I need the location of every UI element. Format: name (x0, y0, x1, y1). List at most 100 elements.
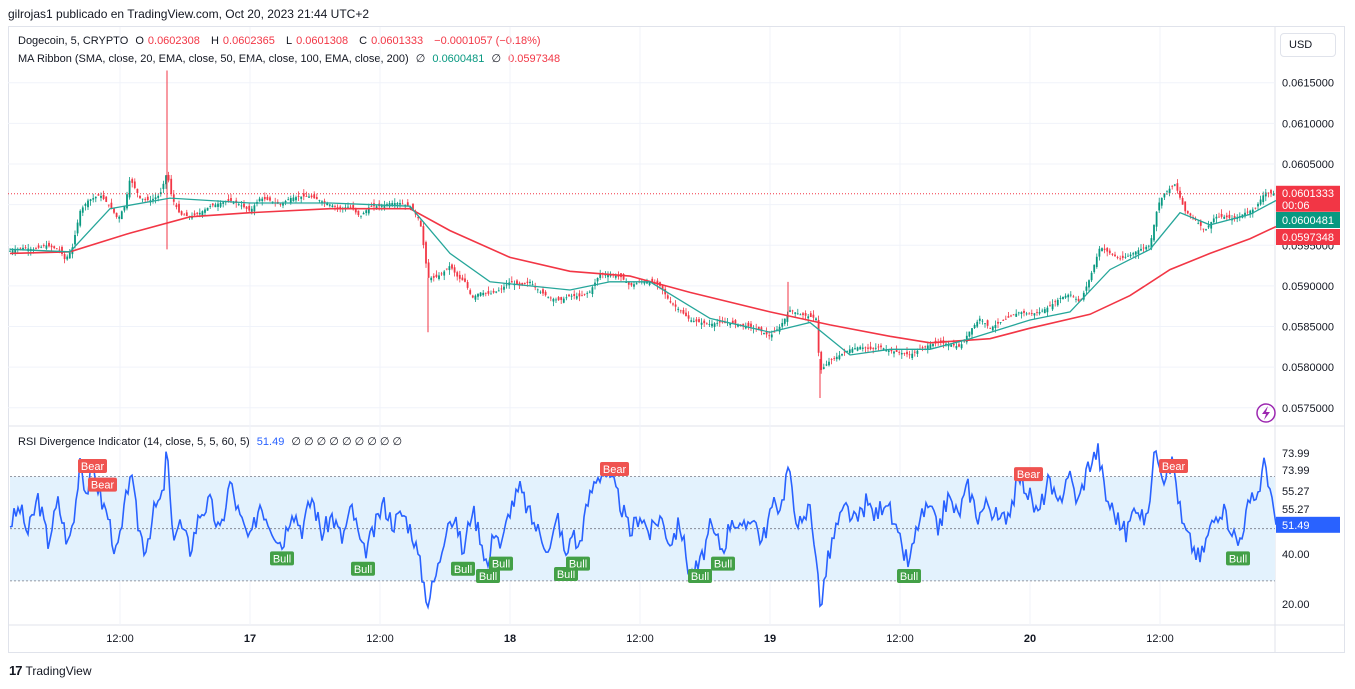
last-price-label: 0.0601333 (1282, 188, 1334, 200)
candle-body (677, 308, 680, 310)
candle-body (521, 283, 524, 285)
candle-body (994, 325, 997, 329)
candle-body (427, 262, 430, 278)
bear-label-box (1014, 467, 1043, 482)
candle-body (339, 206, 342, 209)
candle-body (157, 195, 160, 198)
candle-body (1129, 254, 1132, 257)
bull-label: Bull (1229, 553, 1247, 565)
symbol-label[interactable]: Dogecoin, 5, CRYPTO (18, 35, 129, 47)
candle-body (219, 202, 222, 207)
bull-label: Bull (714, 559, 732, 571)
tradingview-icon: 17 (9, 663, 23, 678)
candle-body (1218, 216, 1220, 218)
candle-body (682, 310, 685, 314)
candle-body (687, 315, 690, 319)
candle-body (976, 321, 979, 327)
candle-body (1267, 192, 1270, 194)
candle-body (115, 212, 118, 217)
high-value: H 0.0602365 (210, 35, 275, 47)
candle-body (1249, 210, 1252, 214)
rsi-tick-label: 73.99 (1282, 465, 1310, 477)
candle-body (869, 346, 872, 350)
candle-body (315, 197, 318, 200)
rsi-value: 51.49 (256, 436, 285, 448)
ma-value-box (1276, 229, 1340, 245)
candle-body (893, 351, 895, 354)
candle-body (692, 320, 695, 322)
candle-body (750, 323, 752, 327)
lightning-icon[interactable] (1256, 403, 1276, 423)
candle-body (365, 210, 368, 214)
candle-body (97, 194, 100, 196)
ma-value-box (1276, 212, 1340, 228)
candle-body (131, 179, 134, 183)
bull-label: Bull (454, 564, 472, 576)
candle-body (877, 346, 880, 348)
candle-body (924, 346, 927, 348)
candle-body (217, 203, 219, 207)
candle-body (84, 203, 87, 206)
ma-value-fast: 0.0600481 (432, 53, 485, 65)
candle-body (1202, 228, 1205, 230)
ma-legend[interactable]: MA Ribbon (SMA, close, 20, EMA, close, 5… (18, 52, 564, 65)
ma-title: MA Ribbon (SMA, close, 20, EMA, close, 5… (18, 53, 409, 65)
candle-body (37, 245, 40, 248)
candle-body (126, 194, 128, 209)
candle-body (58, 249, 61, 251)
candle-body (568, 294, 570, 297)
bull-label: Bull (557, 569, 575, 581)
candle-body (380, 205, 383, 207)
candle-body (617, 275, 620, 277)
low-value: L 0.0601308 (285, 35, 349, 47)
candle-body (170, 178, 173, 194)
candle-body (786, 314, 789, 322)
change-value: −0.0001057 (−0.18%) (434, 35, 541, 47)
candle-body (159, 192, 162, 195)
candle-body (781, 322, 784, 327)
currency-button[interactable]: USD (1280, 33, 1336, 57)
candle-body (1179, 190, 1181, 198)
candle-body (243, 203, 245, 208)
candle-body (1168, 188, 1171, 194)
candle-body (1184, 201, 1187, 212)
candle-body (841, 353, 843, 356)
candle-body (1082, 292, 1085, 300)
candle-body (690, 320, 693, 322)
candle-body (495, 291, 498, 293)
rsi-legend[interactable]: RSI Divergence Indicator (14, close, 5, … (18, 435, 406, 448)
candle-body (1158, 202, 1161, 211)
candle-body (282, 202, 284, 206)
candle-body (430, 277, 433, 281)
candle-body (461, 277, 464, 281)
candle-body (354, 208, 357, 213)
candle-body (898, 352, 901, 353)
candle-body (1046, 307, 1049, 313)
candle-body (1272, 193, 1275, 196)
candle-body (492, 290, 495, 293)
candle-body (1210, 222, 1213, 229)
candle-body (643, 281, 646, 284)
rsi-last-label: 51.49 (1282, 520, 1310, 532)
candle-body (178, 203, 180, 213)
candle-body (1051, 304, 1054, 310)
candle-body (201, 211, 204, 216)
rsi-last-box (1276, 516, 1340, 533)
candle-body (822, 367, 825, 369)
candle-body (193, 213, 196, 215)
ma-value-slow: 0.0597348 (508, 53, 561, 65)
candle-body (630, 283, 633, 286)
candle-body (323, 201, 326, 203)
candle-body (1056, 299, 1059, 306)
candle-body (248, 205, 251, 211)
candle-body (713, 323, 716, 327)
candle-body (269, 197, 271, 201)
ma-null-icon: ∅ (415, 53, 426, 65)
rsi-null-values: ∅ ∅ ∅ ∅ ∅ ∅ ∅ ∅ ∅ (291, 436, 403, 448)
brand-logo[interactable]: 17 TradingView (9, 663, 92, 678)
candle-body (443, 271, 446, 276)
candle-body (731, 320, 734, 324)
candle-body (1030, 313, 1033, 314)
candle-body (14, 249, 17, 253)
